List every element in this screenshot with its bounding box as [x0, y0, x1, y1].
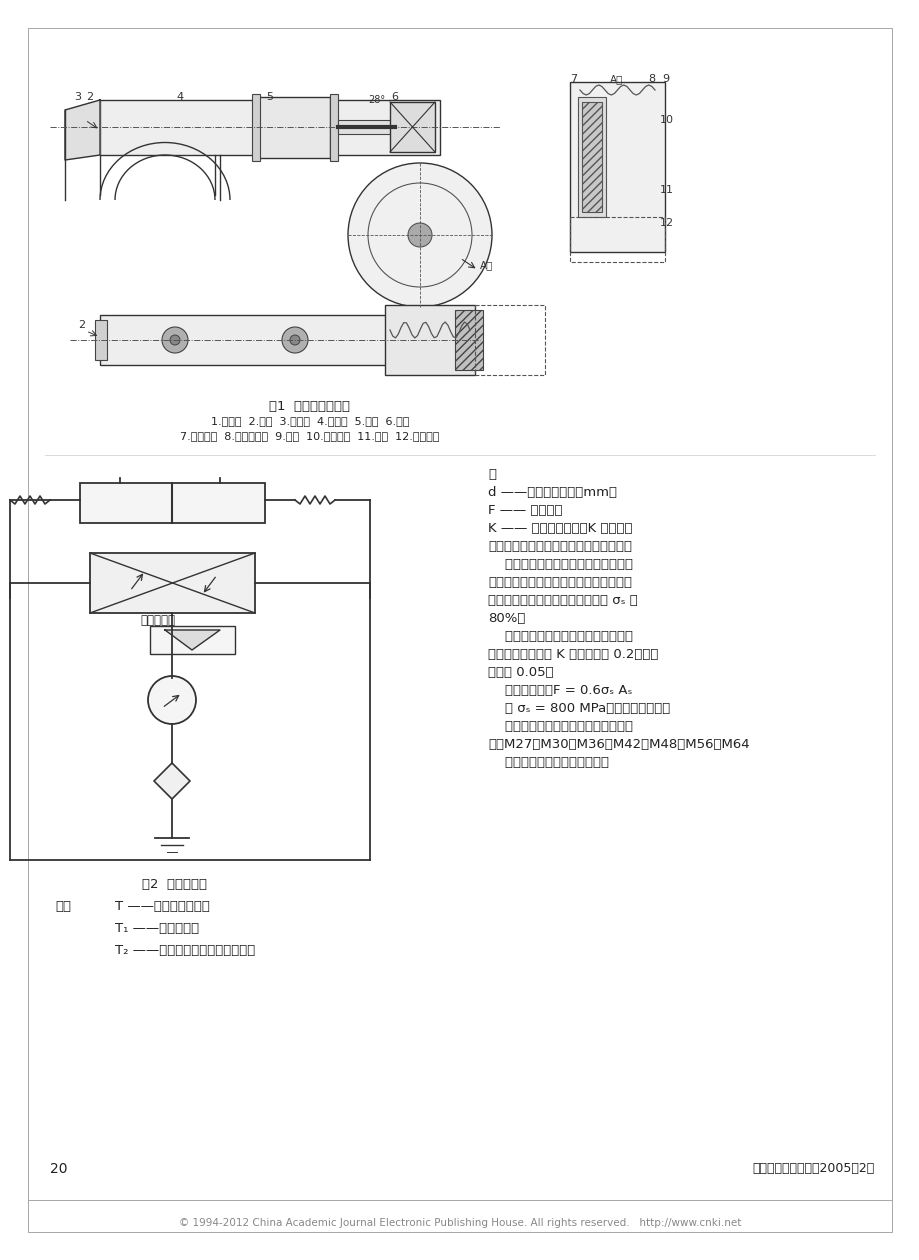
Bar: [455, 310, 482, 370]
Text: 4: 4: [176, 92, 184, 102]
Bar: [330, 94, 337, 161]
Bar: [255, 97, 330, 158]
Text: 件的预紧力不得大于材料屈服极限 σₛ 的: 件的预紧力不得大于材料屈服极限 σₛ 的: [487, 593, 637, 607]
Text: © 1994-2012 China Academic Journal Electronic Publishing House. All rights reser: © 1994-2012 China Academic Journal Elect…: [178, 1218, 741, 1228]
Text: A向: A向: [480, 260, 493, 270]
Text: 压力变送器: 压力变送器: [140, 614, 175, 627]
Text: 螺纹预紧力：F = 0.6σₛ Aₛ: 螺纹预紧力：F = 0.6σₛ Aₛ: [487, 684, 631, 697]
Text: 28°: 28°: [368, 94, 385, 105]
Text: 20: 20: [50, 1162, 67, 1176]
Text: 11: 11: [659, 185, 674, 195]
Text: 联接的摩擦面状态及螺纹几何尺寸相关；: 联接的摩擦面状态及螺纹几何尺寸相关；: [487, 541, 631, 553]
Circle shape: [282, 328, 308, 353]
Text: 矩: 矩: [487, 467, 495, 481]
Bar: [100, 315, 470, 365]
Text: 偏差为 0.05。: 偏差为 0.05。: [487, 667, 553, 679]
Text: T ——扳手的拧紧力矩: T ——扳手的拧紧力矩: [115, 900, 210, 914]
Circle shape: [407, 223, 432, 247]
Text: 式中: 式中: [55, 900, 71, 914]
Text: A向: A向: [609, 74, 623, 84]
Text: 5: 5: [267, 92, 273, 102]
Bar: [252, 94, 260, 161]
Text: 以普通钢制螺栓为例，根据经验数据: 以普通钢制螺栓为例，根据经验数据: [487, 630, 632, 643]
Bar: [80, 483, 265, 523]
Text: 图1  液压扳手结构图: 图1 液压扳手结构图: [269, 399, 350, 413]
Text: 2: 2: [78, 320, 85, 330]
Bar: [582, 102, 601, 212]
Bar: [100, 100, 439, 155]
Circle shape: [162, 328, 187, 353]
Bar: [390, 102, 435, 152]
Text: 80%。: 80%。: [487, 612, 525, 625]
Text: 7: 7: [570, 74, 576, 84]
Bar: [570, 217, 664, 262]
Circle shape: [170, 335, 180, 345]
Polygon shape: [65, 100, 100, 160]
Text: 纹：M27、M30、M36、M42、M48、M56、M64: 纹：M27、M30、M36、M42、M48、M56、M64: [487, 738, 749, 751]
Text: 及统计数据，联接 K 的平均值为 0.2，标准: 及统计数据，联接 K 的平均值为 0.2，标准: [487, 648, 658, 662]
Bar: [95, 320, 107, 360]
Text: 10: 10: [659, 115, 674, 125]
Text: 6: 6: [391, 92, 398, 102]
Text: 1.开口销  2.销轴  3.支撑杆  4.液压缸  5.销轴  6.拨叉: 1.开口销 2.销轴 3.支撑杆 4.液压缸 5.销轴 6.拨叉: [210, 416, 409, 426]
Text: 要求液压扳手能适用于以下尺寸的螺: 要求液压扳手能适用于以下尺寸的螺: [487, 719, 632, 733]
Circle shape: [289, 335, 300, 345]
Circle shape: [148, 677, 196, 724]
Text: 图2  液压原理图: 图2 液压原理图: [142, 878, 208, 891]
Polygon shape: [153, 764, 190, 799]
Bar: [90, 553, 255, 614]
Text: 3: 3: [74, 92, 82, 102]
Circle shape: [347, 163, 492, 307]
Text: 工作要求决定。一般规定拧紧螺纹及联接: 工作要求决定。一般规定拧紧螺纹及联接: [487, 576, 631, 588]
Bar: [150, 626, 234, 654]
Text: 9: 9: [662, 74, 668, 84]
Text: T₁ ——螺纹的力矩: T₁ ——螺纹的力矩: [115, 922, 199, 935]
Text: F —— 预紧力；: F —— 预紧力；: [487, 504, 562, 517]
Text: 12: 12: [659, 218, 674, 228]
Text: 8: 8: [647, 74, 654, 84]
Polygon shape: [165, 630, 220, 650]
Bar: [384, 305, 474, 375]
Text: 7.调节螺钉  8.弹簧固定器  9.弹簧  10.传动棘轮  11.垫圈  12.螺母套筒: 7.调节螺钉 8.弹簧固定器 9.弹簧 10.传动棘轮 11.垫圈 12.螺母套…: [180, 431, 439, 441]
Text: T₂ ——被联接支承面的端面摩擦力: T₂ ——被联接支承面的端面摩擦力: [115, 944, 255, 958]
Text: 预紧力的大小根据螺栓受力和联接的: 预紧力的大小根据螺栓受力和联接的: [487, 558, 632, 571]
Text: 螺栓应力截面积计算公式为：: 螺栓应力截面积计算公式为：: [487, 756, 608, 769]
Bar: [474, 305, 544, 375]
Bar: [570, 82, 664, 252]
Text: d ——螺纹公称直径，mm；: d ——螺纹公称直径，mm；: [487, 486, 617, 499]
Bar: [337, 120, 394, 134]
Text: K —— 拧紧力矩系数，K 值与螺纹: K —— 拧紧力矩系数，K 值与螺纹: [487, 522, 632, 536]
Text: 2: 2: [86, 92, 94, 102]
Text: 取 σₛ = 800 MPa（普通钢制螺栓）: 取 σₛ = 800 MPa（普通钢制螺栓）: [487, 702, 670, 714]
Text: 凿岩机械气动工具，2005（2）: 凿岩机械气动工具，2005（2）: [752, 1162, 874, 1176]
Bar: [577, 97, 606, 217]
